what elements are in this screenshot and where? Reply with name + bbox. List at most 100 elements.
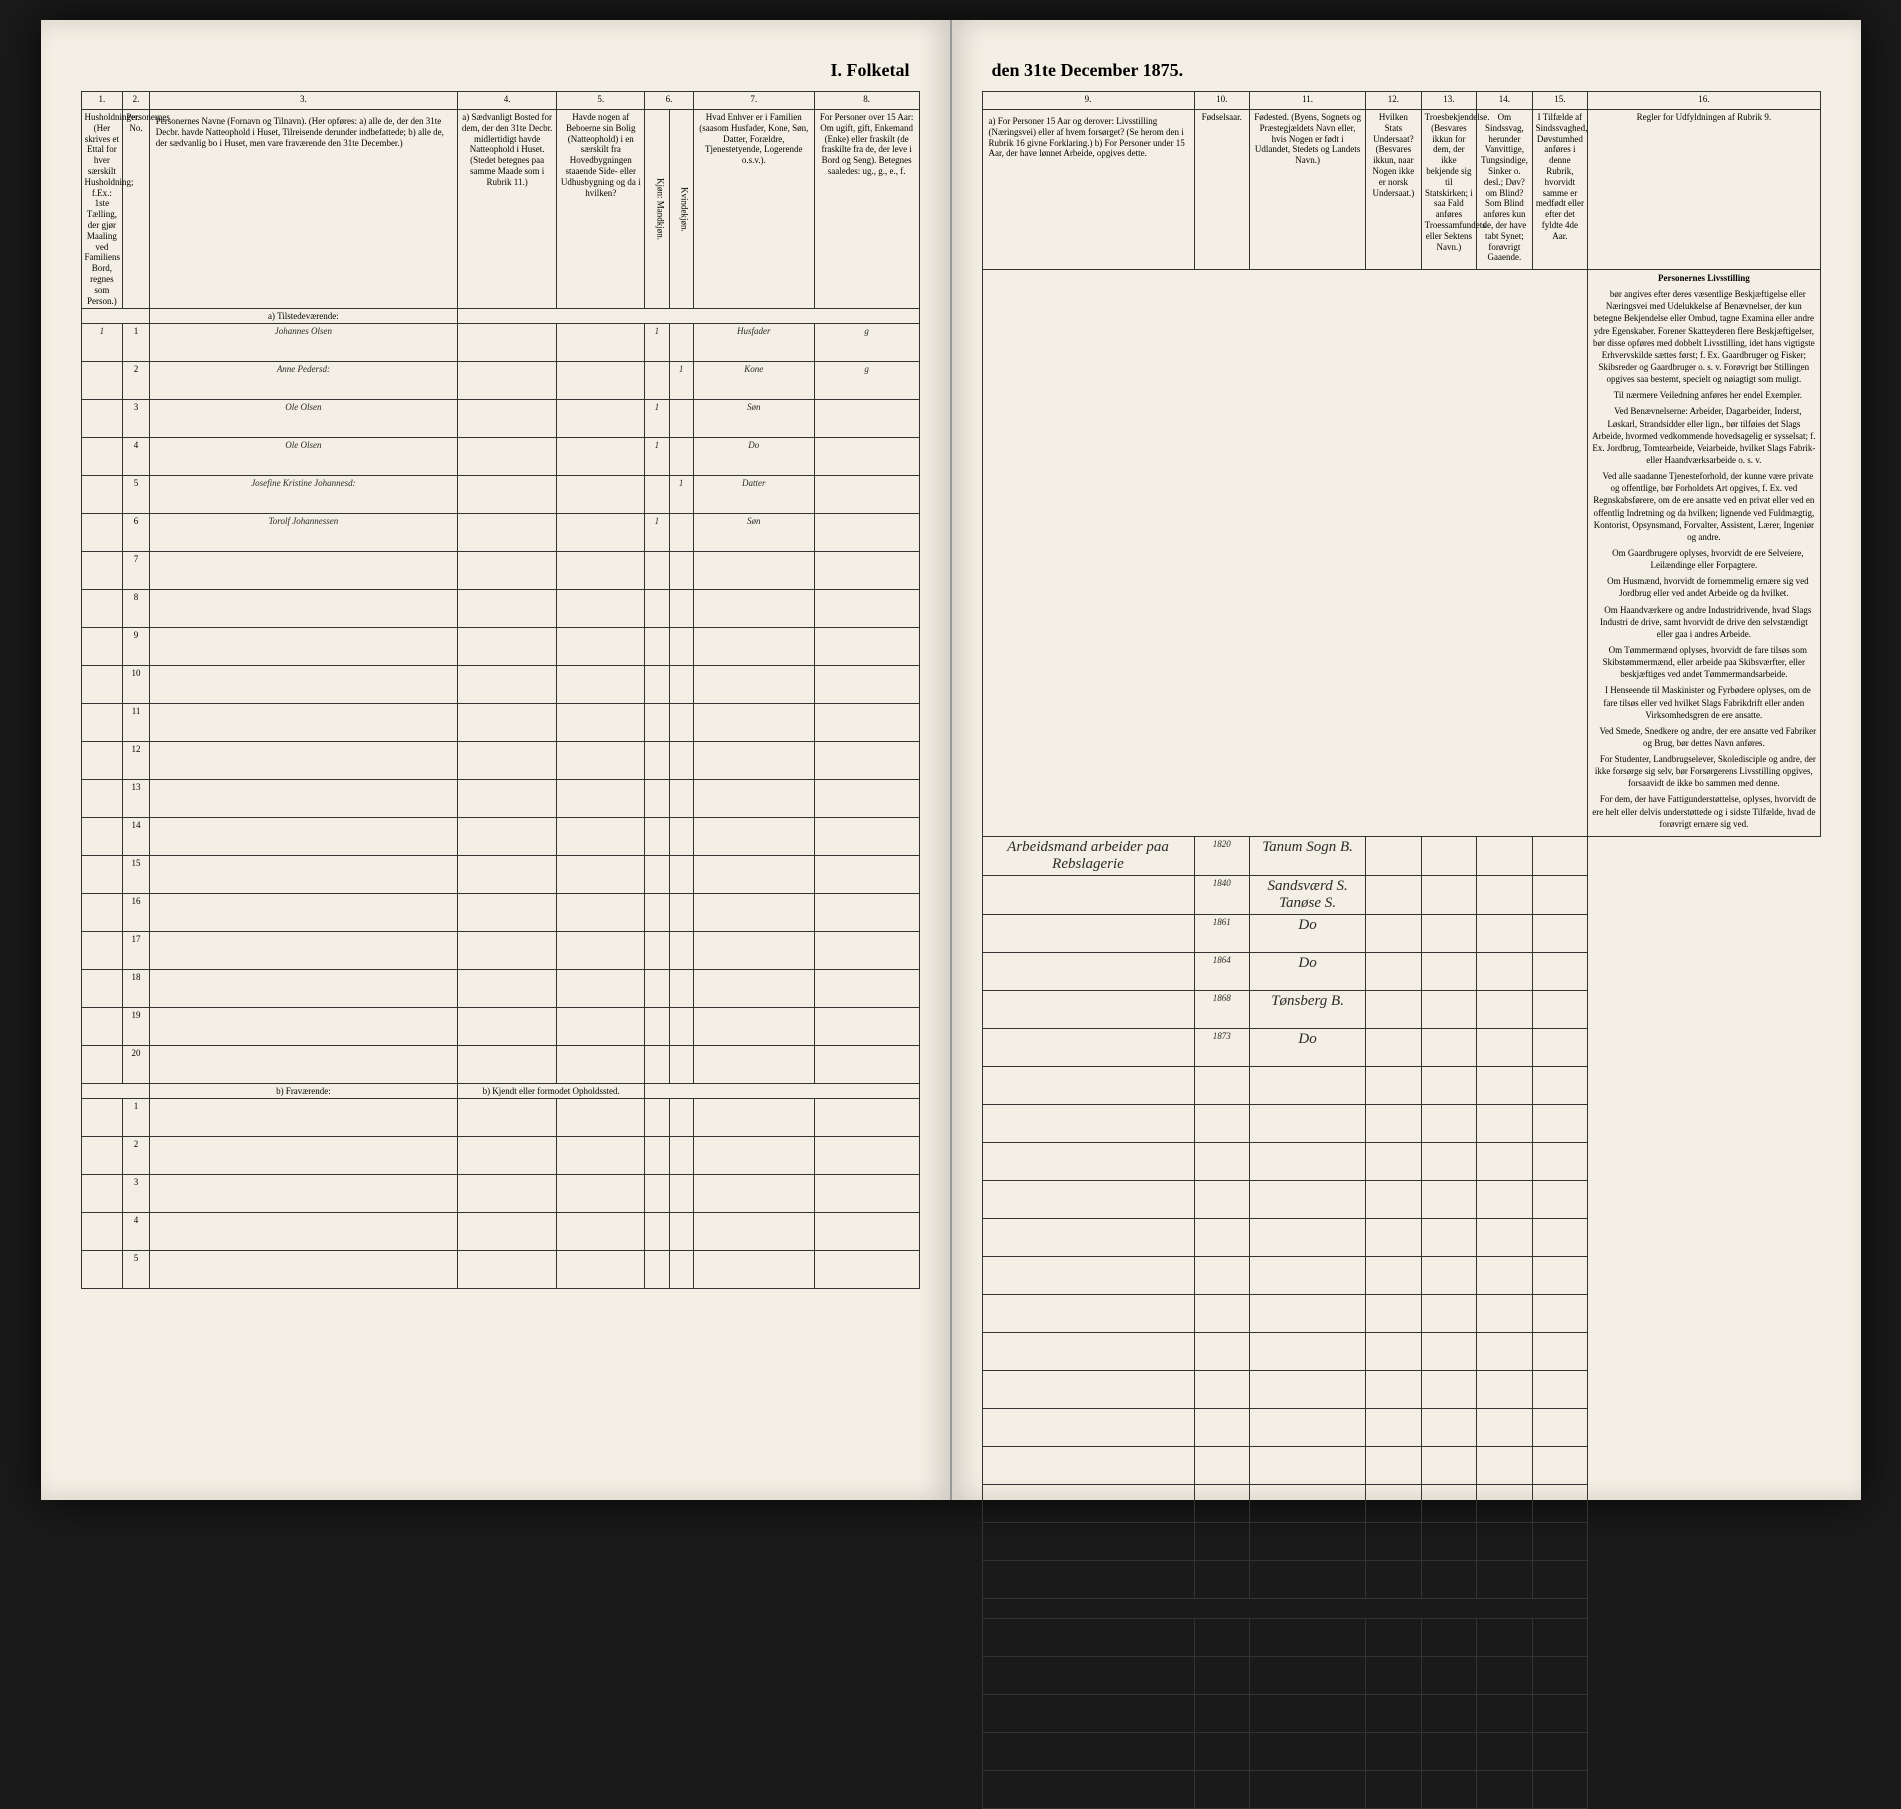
- cell-c14: [1477, 952, 1533, 990]
- table-row-empty: 18: [81, 970, 919, 1008]
- table-row-absent: 4: [81, 1213, 919, 1251]
- table-row-absent: [982, 1618, 1820, 1656]
- table-row: 1861Do: [982, 914, 1820, 952]
- cell-hh: 1: [81, 324, 123, 362]
- col-8: 8.: [814, 92, 919, 110]
- cell-c4: [458, 324, 557, 362]
- instructions-paragraph: Til nærmere Veiledning anføres her endel…: [1591, 389, 1816, 401]
- instructions-paragraph: Om Gaardbrugere oplyses, hvorvidt de ere…: [1591, 547, 1816, 571]
- cell-c5: [557, 514, 645, 552]
- table-row: 5Josefine Kristine Johannesd:1Datter: [81, 476, 919, 514]
- section-b-row: b) Fraværende: b) Kjendt eller formodet …: [81, 1084, 919, 1099]
- cell-occ: [982, 1028, 1194, 1066]
- cell-hh: [81, 476, 123, 514]
- cell-ms: [814, 400, 919, 438]
- table-row-empty: 12: [81, 742, 919, 780]
- cell-c5: [557, 324, 645, 362]
- rows-absent-left: 12345: [81, 1099, 919, 1289]
- cell-c5: [557, 400, 645, 438]
- col-10: 10.: [1194, 92, 1250, 110]
- header-row-r: a) For Personer 15 Aar og derover: Livss…: [982, 110, 1820, 270]
- cell-c13: [1421, 990, 1477, 1028]
- cell-name: Torolf Johannessen: [149, 514, 457, 552]
- instructions-title: Personernes Livsstilling: [1591, 272, 1816, 284]
- table-row: 4Ole Olsen1Do: [81, 438, 919, 476]
- hdr-3: Personernes Navne (Fornavn og Tilnavn). …: [149, 110, 457, 309]
- cell-ms: g: [814, 324, 919, 362]
- col-15: 15.: [1532, 92, 1588, 110]
- table-row-empty: [982, 1104, 1820, 1142]
- cell-c4: [458, 400, 557, 438]
- cell-year: 1868: [1194, 990, 1250, 1028]
- table-row-empty: [982, 1066, 1820, 1104]
- cell-hh: [81, 362, 123, 400]
- colnum-row: 1. 2. 3. 4. 5. 6. 7. 8.: [81, 92, 919, 110]
- table-row-empty: [982, 1180, 1820, 1218]
- table-row-absent: 5: [81, 1251, 919, 1289]
- cell-c14: [1477, 1028, 1533, 1066]
- cell-hh: [81, 514, 123, 552]
- header-row: Husholdninger. (Her skrives et Ettal for…: [81, 110, 919, 309]
- table-row-empty: [982, 1294, 1820, 1332]
- cell-no: 1: [123, 324, 149, 362]
- cell-no: 3: [123, 400, 149, 438]
- cell-c5: [557, 476, 645, 514]
- table-row-empty: 14: [81, 818, 919, 856]
- right-page: den 31te December 1875. 9. 10. 11. 12. 1…: [952, 20, 1861, 1500]
- instructions-paragraph: Ved Benævnelserne: Arbeider, Dagarbeider…: [1591, 405, 1816, 466]
- table-row-absent: [982, 1694, 1820, 1732]
- cell-c12: [1366, 952, 1422, 990]
- rows-present-left: 11Johannes Olsen1Husfaderg2Anne Pedersd:…: [81, 324, 919, 552]
- cell-c5: [557, 438, 645, 476]
- cell-no: 6: [123, 514, 149, 552]
- cell-rel: Søn: [693, 400, 814, 438]
- hdr-15: I Tilfælde af Sindssvaghed, Døvstumhed a…: [1532, 110, 1588, 270]
- left-page: I. Folketal 1. 2. 3. 4. 5. 6. 7. 8. Hush…: [41, 20, 952, 1500]
- rows-present-empty-right: [982, 1066, 1820, 1598]
- table-row-empty: 7: [81, 552, 919, 590]
- table-row-empty: 10: [81, 666, 919, 704]
- table-row-absent: 1: [81, 1099, 919, 1137]
- cell-c13: [1421, 1028, 1477, 1066]
- cell-female: 1: [669, 476, 693, 514]
- cell-place: Do: [1250, 952, 1366, 990]
- table-row-empty: [982, 1142, 1820, 1180]
- table-row-empty: [982, 1522, 1820, 1560]
- hdr-9: a) For Personer 15 Aar og derover: Livss…: [982, 110, 1194, 270]
- cell-c4: [458, 438, 557, 476]
- cell-female: [669, 514, 693, 552]
- cell-occ: [982, 875, 1194, 914]
- cell-place: Do: [1250, 1028, 1366, 1066]
- section-a-row-r: Personernes Livsstilling bør angives eft…: [982, 270, 1820, 837]
- cell-c13: [1421, 836, 1477, 875]
- cell-place: Do: [1250, 914, 1366, 952]
- col-3: 3.: [149, 92, 457, 110]
- col-1: 1.: [81, 92, 123, 110]
- rows-present-right: Arbeidsmand arbeider paa Rebslagerie1820…: [982, 836, 1820, 1066]
- cell-rel: Søn: [693, 514, 814, 552]
- hdr-7: Hvad Enhver er i Familien (saasom Husfad…: [693, 110, 814, 309]
- cell-c13: [1421, 875, 1477, 914]
- hdr-6b: Kvindekjøn.: [669, 110, 693, 309]
- cell-name: Johannes Olsen: [149, 324, 457, 362]
- table-row-empty: 13: [81, 780, 919, 818]
- section-b-row-r: [982, 1598, 1820, 1618]
- instructions-paragraph: Om Husmænd, hvorvidt de fornemmelig ernæ…: [1591, 575, 1816, 599]
- table-row: 1864Do: [982, 952, 1820, 990]
- cell-no: 2: [123, 362, 149, 400]
- cell-occ: Arbeidsmand arbeider paa Rebslagerie: [982, 836, 1194, 875]
- cell-c15: [1532, 836, 1588, 875]
- table-row-empty: [982, 1370, 1820, 1408]
- col-16: 16.: [1588, 92, 1820, 110]
- cell-c13: [1421, 952, 1477, 990]
- cell-rel: Do: [693, 438, 814, 476]
- cell-year: 1873: [1194, 1028, 1250, 1066]
- table-row-empty: [982, 1560, 1820, 1598]
- cell-year: 1840: [1194, 875, 1250, 914]
- table-row: 6Torolf Johannessen1Søn: [81, 514, 919, 552]
- col-12: 12.: [1366, 92, 1422, 110]
- cell-year: 1864: [1194, 952, 1250, 990]
- table-row-absent: 2: [81, 1137, 919, 1175]
- section-b-label: b) Fraværende:: [149, 1084, 457, 1099]
- cell-c14: [1477, 875, 1533, 914]
